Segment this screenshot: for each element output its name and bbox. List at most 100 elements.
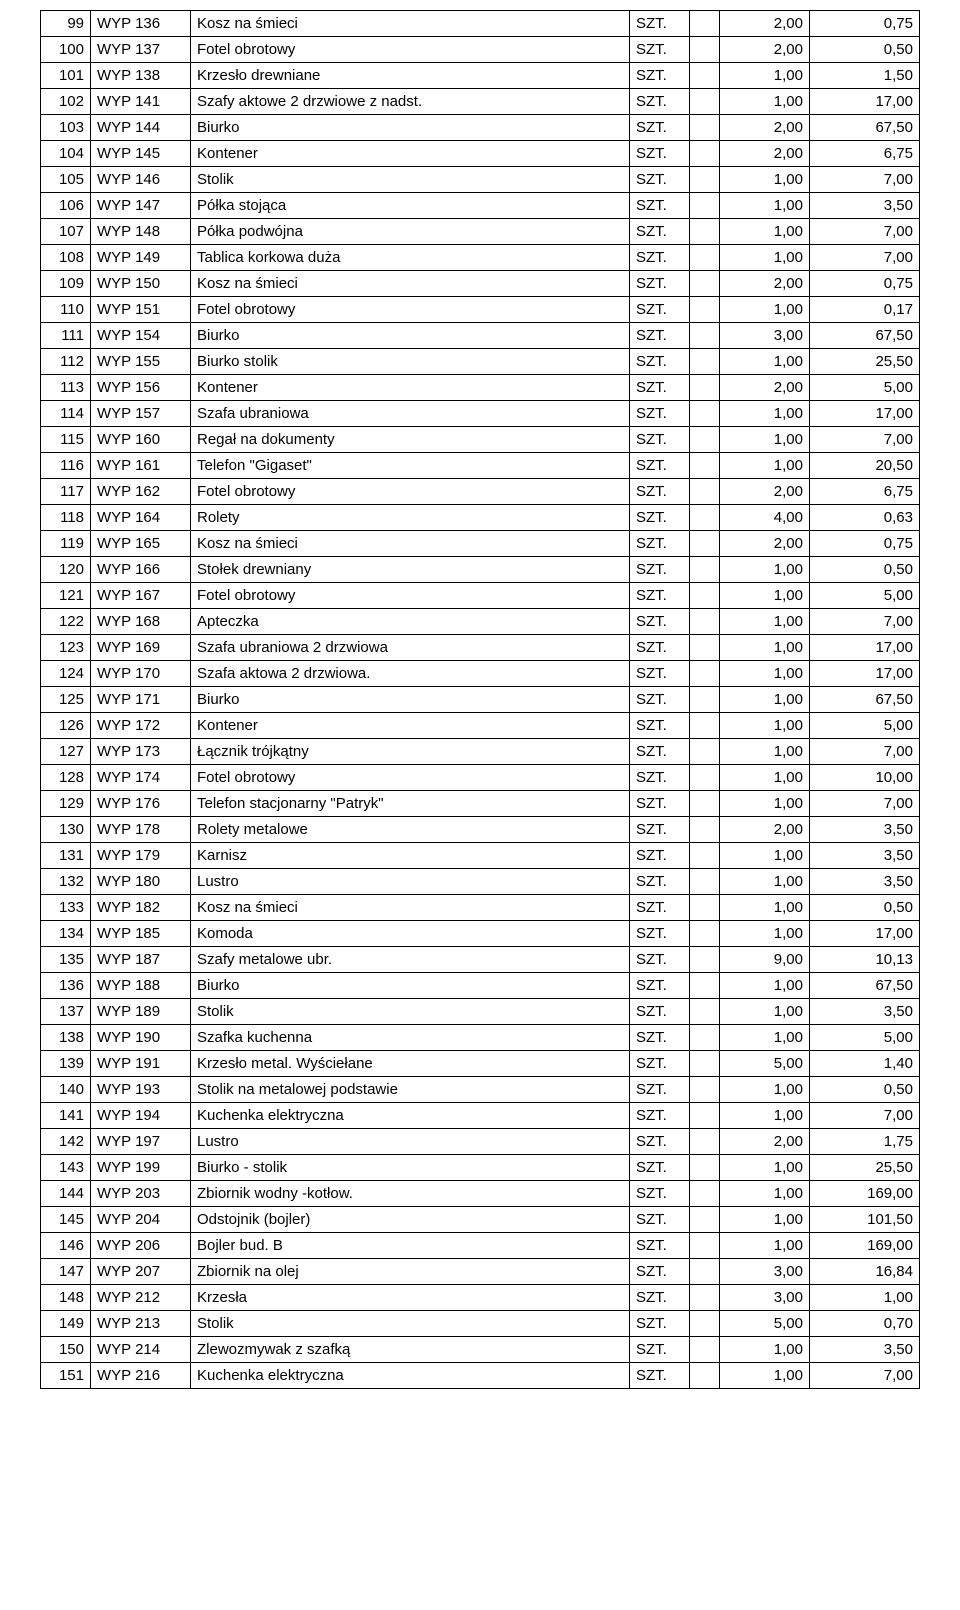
- cell-index: 102: [41, 89, 91, 115]
- cell-unit: SZT.: [630, 1051, 690, 1077]
- cell-index: 111: [41, 323, 91, 349]
- cell-description: Fotel obrotowy: [191, 297, 630, 323]
- cell-unit: SZT.: [630, 1233, 690, 1259]
- cell-description: Fotel obrotowy: [191, 765, 630, 791]
- cell-blank: [690, 453, 720, 479]
- cell-price: 5,00: [810, 713, 920, 739]
- cell-index: 114: [41, 401, 91, 427]
- cell-quantity: 1,00: [720, 1337, 810, 1363]
- cell-blank: [690, 1207, 720, 1233]
- cell-blank: [690, 167, 720, 193]
- cell-index: 99: [41, 11, 91, 37]
- cell-code: WYP 136: [91, 11, 191, 37]
- cell-unit: SZT.: [630, 297, 690, 323]
- cell-unit: SZT.: [630, 1311, 690, 1337]
- cell-blank: [690, 479, 720, 505]
- cell-code: WYP 179: [91, 843, 191, 869]
- cell-blank: [690, 999, 720, 1025]
- cell-blank: [690, 791, 720, 817]
- cell-price: 0,75: [810, 531, 920, 557]
- cell-blank: [690, 895, 720, 921]
- cell-unit: SZT.: [630, 219, 690, 245]
- cell-blank: [690, 1233, 720, 1259]
- cell-quantity: 1,00: [720, 349, 810, 375]
- cell-description: Regał na dokumenty: [191, 427, 630, 453]
- cell-index: 141: [41, 1103, 91, 1129]
- cell-description: Szafka kuchenna: [191, 1025, 630, 1051]
- cell-blank: [690, 765, 720, 791]
- cell-price: 20,50: [810, 453, 920, 479]
- cell-description: Szafa aktowa 2 drzwiowa.: [191, 661, 630, 687]
- cell-quantity: 2,00: [720, 375, 810, 401]
- cell-index: 119: [41, 531, 91, 557]
- cell-unit: SZT.: [630, 1103, 690, 1129]
- cell-code: WYP 149: [91, 245, 191, 271]
- cell-description: Kuchenka elektryczna: [191, 1363, 630, 1389]
- table-row: 117WYP 162Fotel obrotowySZT.2,006,75: [41, 479, 920, 505]
- cell-blank: [690, 323, 720, 349]
- cell-quantity: 1,00: [720, 765, 810, 791]
- cell-price: 17,00: [810, 401, 920, 427]
- cell-index: 123: [41, 635, 91, 661]
- table-row: 135WYP 187Szafy metalowe ubr.SZT.9,0010,…: [41, 947, 920, 973]
- cell-blank: [690, 947, 720, 973]
- cell-index: 145: [41, 1207, 91, 1233]
- cell-blank: [690, 635, 720, 661]
- cell-quantity: 1,00: [720, 791, 810, 817]
- cell-unit: SZT.: [630, 271, 690, 297]
- cell-index: 104: [41, 141, 91, 167]
- cell-price: 0,50: [810, 1077, 920, 1103]
- cell-blank: [690, 297, 720, 323]
- cell-description: Kuchenka elektryczna: [191, 1103, 630, 1129]
- cell-price: 67,50: [810, 115, 920, 141]
- cell-quantity: 1,00: [720, 583, 810, 609]
- cell-index: 107: [41, 219, 91, 245]
- cell-code: WYP 138: [91, 63, 191, 89]
- cell-unit: SZT.: [630, 479, 690, 505]
- table-row: 100WYP 137Fotel obrotowySZT.2,000,50: [41, 37, 920, 63]
- cell-quantity: 1,00: [720, 1233, 810, 1259]
- cell-code: WYP 173: [91, 739, 191, 765]
- cell-unit: SZT.: [630, 401, 690, 427]
- cell-price: 7,00: [810, 791, 920, 817]
- cell-quantity: 1,00: [720, 687, 810, 713]
- cell-blank: [690, 401, 720, 427]
- cell-price: 7,00: [810, 1103, 920, 1129]
- cell-price: 5,00: [810, 583, 920, 609]
- cell-quantity: 1,00: [720, 1077, 810, 1103]
- cell-blank: [690, 115, 720, 141]
- cell-unit: SZT.: [630, 999, 690, 1025]
- cell-description: Stolik: [191, 1311, 630, 1337]
- table-row: 138WYP 190Szafka kuchennaSZT.1,005,00: [41, 1025, 920, 1051]
- cell-code: WYP 180: [91, 869, 191, 895]
- table-row: 128WYP 174Fotel obrotowySZT.1,0010,00: [41, 765, 920, 791]
- cell-quantity: 2,00: [720, 11, 810, 37]
- cell-index: 139: [41, 1051, 91, 1077]
- cell-description: Kosz na śmieci: [191, 531, 630, 557]
- cell-code: WYP 182: [91, 895, 191, 921]
- cell-unit: SZT.: [630, 11, 690, 37]
- cell-price: 17,00: [810, 635, 920, 661]
- table-row: 147WYP 207Zbiornik na olejSZT.3,0016,84: [41, 1259, 920, 1285]
- cell-quantity: 1,00: [720, 453, 810, 479]
- table-row: 125WYP 171BiurkoSZT.1,0067,50: [41, 687, 920, 713]
- cell-blank: [690, 713, 720, 739]
- cell-code: WYP 171: [91, 687, 191, 713]
- cell-unit: SZT.: [630, 583, 690, 609]
- cell-index: 108: [41, 245, 91, 271]
- cell-quantity: 1,00: [720, 89, 810, 115]
- table-row: 144WYP 203Zbiornik wodny -kotłow.SZT.1,0…: [41, 1181, 920, 1207]
- cell-description: Kosz na śmieci: [191, 271, 630, 297]
- cell-price: 3,50: [810, 817, 920, 843]
- cell-description: Półka podwójna: [191, 219, 630, 245]
- cell-description: Biurko: [191, 323, 630, 349]
- table-row: 123WYP 169Szafa ubraniowa 2 drzwiowaSZT.…: [41, 635, 920, 661]
- cell-price: 0,70: [810, 1311, 920, 1337]
- cell-quantity: 4,00: [720, 505, 810, 531]
- cell-description: Krzesła: [191, 1285, 630, 1311]
- table-row: 110WYP 151Fotel obrotowySZT.1,000,17: [41, 297, 920, 323]
- cell-quantity: 1,00: [720, 1155, 810, 1181]
- cell-code: WYP 148: [91, 219, 191, 245]
- cell-unit: SZT.: [630, 193, 690, 219]
- cell-code: WYP 189: [91, 999, 191, 1025]
